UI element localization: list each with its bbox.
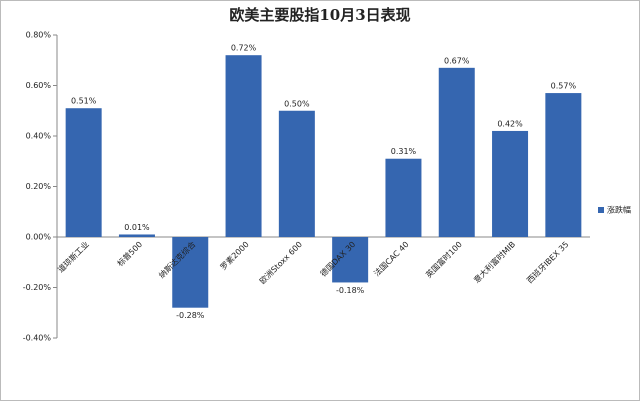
value-label: 0.01%: [124, 223, 150, 232]
bar: [225, 55, 262, 238]
bar: [278, 110, 315, 237]
value-label: 0.51%: [71, 97, 97, 106]
value-label: 0.42%: [497, 119, 523, 128]
y-tick-label: -0.20%: [23, 283, 52, 292]
legend-label: 涨跌幅: [607, 205, 631, 215]
y-tick-label: -0.40%: [23, 334, 52, 343]
value-label: 0.50%: [284, 99, 310, 108]
bar: [332, 237, 369, 283]
chart-title: 欧美主要股指10月3日表现: [229, 6, 410, 24]
y-tick-label: 0.40%: [26, 132, 52, 141]
bar: [385, 158, 422, 237]
value-label: 0.72%: [231, 44, 257, 53]
bar: [172, 237, 209, 308]
bar: [118, 234, 155, 237]
value-label: 0.31%: [391, 147, 417, 156]
value-label: -0.28%: [176, 311, 205, 320]
legend-swatch: [598, 207, 604, 213]
value-label: -0.18%: [336, 286, 365, 295]
value-label: 0.57%: [551, 82, 577, 91]
y-tick-label: 0.80%: [26, 31, 52, 40]
bar: [545, 93, 582, 237]
bar: [438, 67, 475, 237]
y-tick-label: 0.00%: [26, 233, 52, 242]
y-tick-label: 0.20%: [26, 182, 52, 191]
y-tick-label: 0.60%: [26, 81, 52, 90]
value-label: 0.67%: [444, 56, 470, 65]
bar: [65, 108, 102, 237]
bar: [492, 130, 529, 237]
